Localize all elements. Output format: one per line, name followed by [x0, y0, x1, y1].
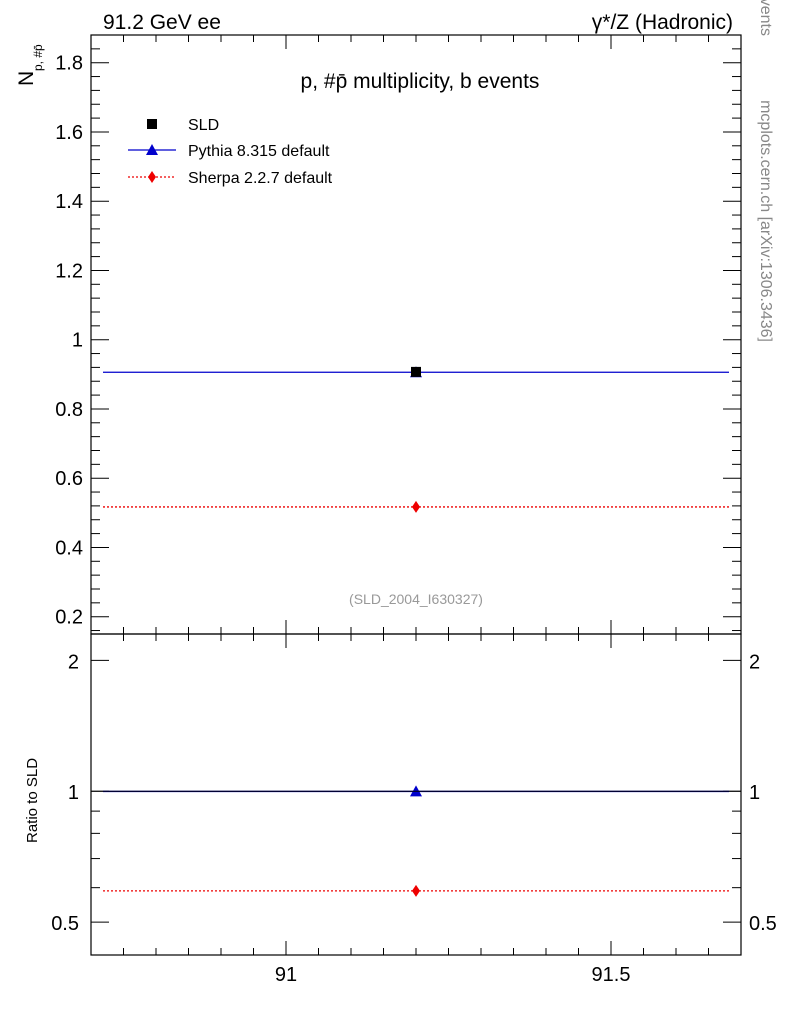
- chart-title: p, #p̄ multiplicity, b events: [301, 70, 540, 93]
- legend-label-sld: SLD: [188, 117, 219, 134]
- y-tick-label-ratio-left: 1: [68, 782, 79, 804]
- side-text-rivet: Rivet 4.1.0, ≥ 100k events: [757, 0, 774, 36]
- y-tick-label-ratio-left: 2: [68, 651, 79, 673]
- y-tick-label-main: 1.4: [55, 191, 83, 213]
- header-left: 91.2 GeV ee: [103, 11, 221, 34]
- legend-marker-sherpa-2-2-7-default: [148, 171, 156, 183]
- y-axis-label-ratio: Ratio to SLD: [24, 758, 41, 843]
- y-axis-label-main: N: [15, 71, 38, 86]
- legend-marker-pythia-8-315-default: [146, 144, 158, 155]
- y-axis-label-main-sub: p, #p̄: [31, 44, 45, 71]
- legend-marker-sld: [147, 119, 157, 129]
- y-tick-label-main: 1.8: [55, 53, 83, 75]
- x-tick-label: 91: [275, 964, 297, 986]
- legend-label-sherpa-2-2-7-default: Sherpa 2.2.7 default: [188, 170, 333, 187]
- y-tick-label-ratio-left: 0.5: [51, 913, 79, 935]
- y-tick-label-ratio-right: 1: [749, 782, 760, 804]
- y-tick-label-main: 0.4: [55, 537, 83, 559]
- y-tick-label-main: 1.2: [55, 260, 83, 282]
- y-tick-label-main: 1: [72, 330, 83, 352]
- sherpa-2-2-7-default-marker-ratio: [412, 884, 420, 897]
- y-tick-label-ratio-right: 0.5: [749, 913, 777, 935]
- x-tick-label: 91.5: [592, 964, 631, 986]
- side-text-mcplots: mcplots.cern.ch [arXiv:1306.3436]: [757, 100, 774, 342]
- y-tick-label-main: 1.6: [55, 122, 83, 144]
- sld-data-point: [411, 366, 421, 377]
- sherpa-2-2-7-default-marker-main: [412, 500, 420, 513]
- y-tick-label-main: 0.2: [55, 607, 83, 629]
- watermark: (SLD_2004_I630327): [349, 591, 483, 607]
- y-tick-label-main: 0.6: [55, 468, 83, 490]
- y-tick-label-ratio-right: 2: [749, 651, 760, 673]
- y-tick-label-main: 0.8: [55, 399, 83, 421]
- header-right: γ*/Z (Hadronic): [592, 11, 733, 34]
- legend-label-pythia-8-315-default: Pythia 8.315 default: [188, 143, 330, 160]
